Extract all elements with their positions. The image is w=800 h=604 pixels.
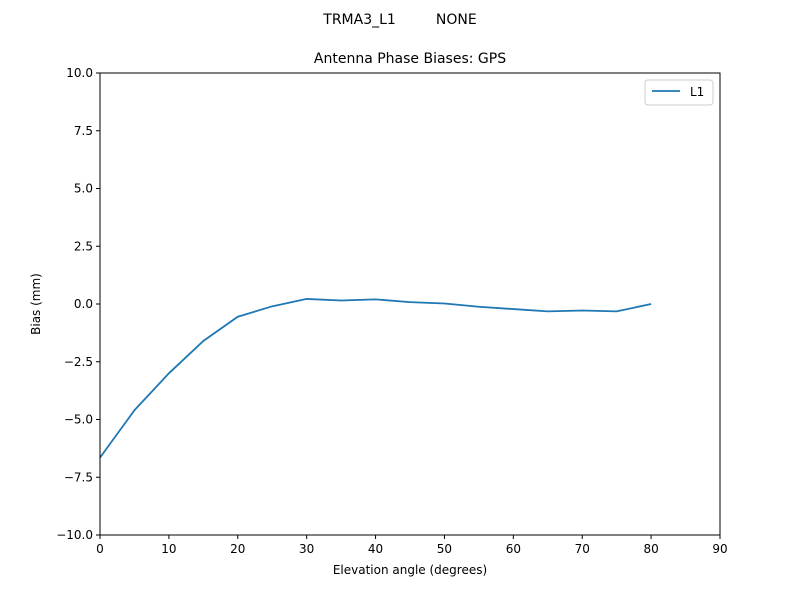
svg-text:50: 50 — [437, 542, 452, 556]
svg-text:40: 40 — [368, 542, 383, 556]
svg-text:30: 30 — [299, 542, 314, 556]
svg-text:60: 60 — [506, 542, 521, 556]
axis-ticks: 0 10 20 30 40 50 60 70 80 90 10.0 7.5 5.0 2.5 0.0 −2.5 −… — [56, 66, 727, 556]
x-axis-label: Elevation angle (degrees) — [333, 563, 487, 577]
svg-text:80: 80 — [643, 542, 658, 556]
svg-text:10.0: 10.0 — [66, 66, 93, 80]
svg-text:−7.5: −7.5 — [64, 470, 93, 484]
plot-frame — [99, 72, 721, 536]
chart-title: Antenna Phase Biases: GPS — [314, 51, 506, 67]
svg-text:−2.5: −2.5 — [64, 355, 93, 369]
svg-text:−5.0: −5.0 — [64, 413, 93, 427]
svg-text:7.5: 7.5 — [74, 124, 93, 138]
svg-text:20: 20 — [230, 542, 245, 556]
svg-text:0: 0 — [96, 542, 104, 556]
series-line-l1 — [99, 298, 652, 459]
svg-text:90: 90 — [712, 542, 727, 556]
y-axis-label: Bias (mm) — [29, 273, 43, 335]
svg-text:70: 70 — [575, 542, 590, 556]
legend: L1 — [644, 79, 714, 106]
suptitle: TRMA3_L1 NONE — [322, 12, 476, 28]
svg-text:10: 10 — [161, 542, 176, 556]
legend-label: L1 — [690, 85, 704, 99]
svg-text:5.0: 5.0 — [74, 182, 93, 196]
svg-text:−10.0: −10.0 — [56, 528, 93, 542]
svg-text:0.0: 0.0 — [74, 297, 93, 311]
svg-text:2.5: 2.5 — [74, 239, 93, 253]
